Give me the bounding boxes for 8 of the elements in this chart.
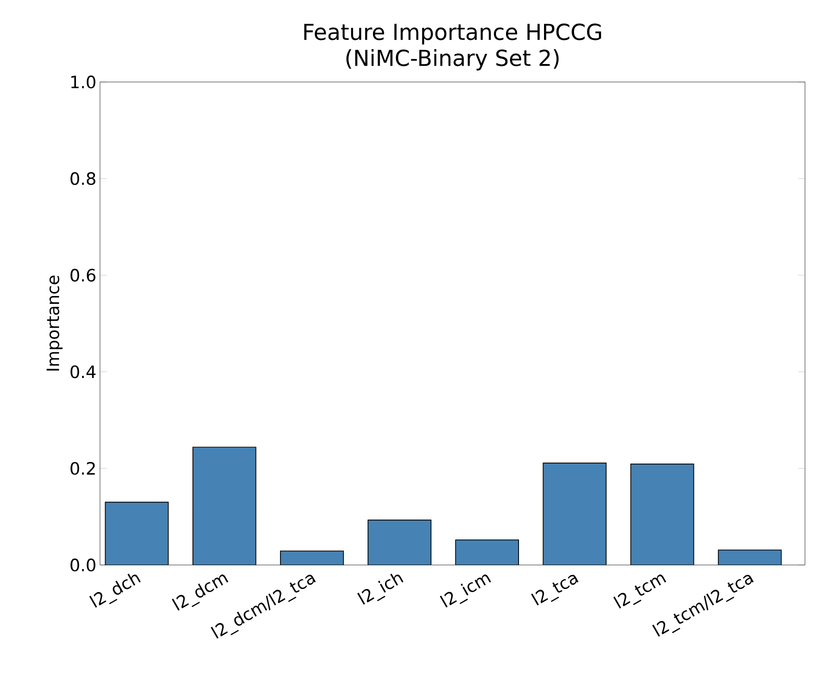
y-tick-label: 0.6 [70, 268, 96, 282]
y-axis-title: Importance [46, 276, 63, 371]
y-tick-label: 0.4 [70, 365, 96, 378]
y-tick-label: 0.0 [70, 558, 96, 572]
y-tick-label: 0.2 [70, 462, 95, 475]
y-tick-label: 1.0 [71, 76, 96, 88]
y-tick-label: 0.8 [70, 172, 96, 186]
chart-title: Feature Importance HPCCG (NiMC-Binary Set 2) [304, 24, 602, 70]
